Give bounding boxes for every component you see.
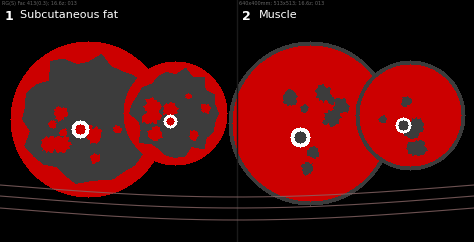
Text: 640x400mm; 513x513; 16.6z; 013: 640x400mm; 513x513; 16.6z; 013 — [239, 1, 324, 6]
Text: 2: 2 — [242, 10, 251, 23]
Text: 1: 1 — [5, 10, 14, 23]
Text: RG(S) Fac 413(0.3); 16.6z; 013: RG(S) Fac 413(0.3); 16.6z; 013 — [2, 1, 77, 6]
Text: Muscle: Muscle — [259, 10, 298, 20]
Text: Subcutaneous fat: Subcutaneous fat — [20, 10, 118, 20]
